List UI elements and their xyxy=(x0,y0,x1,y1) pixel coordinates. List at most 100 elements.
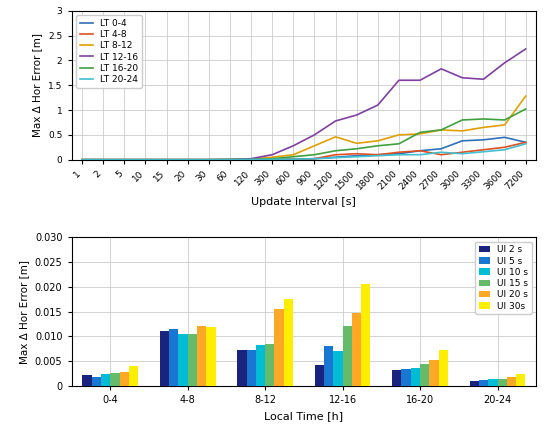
LT 12-16 xyxy=(290,143,296,148)
LT 8-12 xyxy=(375,138,381,143)
Bar xyxy=(197,326,206,386)
LT 16-20 xyxy=(142,157,148,162)
LT 12-16 xyxy=(248,156,254,161)
LT 0-4 xyxy=(375,152,381,157)
LT 0-4 xyxy=(290,157,296,162)
Legend: LT 0-4, LT 4-8, LT 8-12, LT 12-16, LT 16-20, LT 20-24: LT 0-4, LT 4-8, LT 8-12, LT 12-16, LT 16… xyxy=(76,15,142,88)
LT 12-16 xyxy=(121,157,128,162)
LT 0-4 xyxy=(332,154,339,160)
LT 8-12 xyxy=(311,143,318,148)
Bar xyxy=(352,313,361,386)
LT 16-20 xyxy=(332,148,339,153)
LT 12-16 xyxy=(184,157,191,162)
LT 16-20 xyxy=(395,141,402,146)
Bar xyxy=(430,360,439,386)
X-axis label: Local Time [h]: Local Time [h] xyxy=(265,411,343,421)
LT 4-8 xyxy=(248,157,254,162)
LT 16-20 xyxy=(121,157,128,162)
LT 8-12 xyxy=(269,154,276,160)
LT 8-12 xyxy=(227,157,233,162)
LT 12-16 xyxy=(269,152,276,157)
LT 4-8 xyxy=(375,152,381,157)
LT 12-16 xyxy=(480,77,487,82)
LT 12-16 xyxy=(163,157,170,162)
Bar xyxy=(420,364,430,386)
Bar xyxy=(129,366,138,386)
Line: LT 0-4: LT 0-4 xyxy=(82,137,526,160)
LT 16-20 xyxy=(354,146,360,151)
LT 20-24 xyxy=(354,154,360,159)
LT 8-12 xyxy=(354,141,360,146)
LT 8-12 xyxy=(417,131,424,136)
LT 4-8 xyxy=(522,140,529,145)
LT 8-12 xyxy=(290,152,296,157)
Bar xyxy=(361,284,371,386)
Bar xyxy=(256,345,265,386)
Y-axis label: Max Δ Hor Error [m]: Max Δ Hor Error [m] xyxy=(19,260,29,364)
LT 16-20 xyxy=(79,157,85,162)
LT 16-20 xyxy=(248,157,254,162)
LT 20-24 xyxy=(100,157,107,162)
Bar xyxy=(265,344,274,386)
LT 12-16 xyxy=(375,103,381,108)
LT 16-20 xyxy=(417,130,424,135)
Bar xyxy=(237,350,246,386)
Bar xyxy=(206,326,216,386)
LT 20-24 xyxy=(79,157,85,162)
LT 20-24 xyxy=(227,157,233,162)
LT 8-12 xyxy=(184,157,191,162)
LT 12-16 xyxy=(438,66,444,71)
LT 16-20 xyxy=(311,152,318,157)
LT 20-24 xyxy=(459,151,466,156)
LT 8-12 xyxy=(438,127,444,133)
LT 16-20 xyxy=(227,157,233,162)
LT 4-8 xyxy=(417,148,424,153)
LT 20-24 xyxy=(332,155,339,160)
LT 4-8 xyxy=(354,151,360,156)
LT 4-8 xyxy=(79,157,85,162)
Bar xyxy=(507,377,516,386)
LT 0-4 xyxy=(163,157,170,162)
LT 20-24 xyxy=(375,153,381,158)
LT 4-8 xyxy=(184,157,191,162)
LT 0-4 xyxy=(438,146,444,151)
Bar xyxy=(101,374,110,386)
Bar xyxy=(178,334,188,386)
Legend: UI 2 s, UI 5 s, UI 10 s, UI 15 s, UI 20 s, UI 30s: UI 2 s, UI 5 s, UI 10 s, UI 15 s, UI 20 … xyxy=(475,242,532,314)
Line: LT 12-16: LT 12-16 xyxy=(82,49,526,160)
LT 12-16 xyxy=(227,157,233,162)
Bar xyxy=(82,375,92,386)
LT 0-4 xyxy=(206,157,212,162)
Bar xyxy=(439,350,448,386)
LT 8-12 xyxy=(142,157,148,162)
LT 12-16 xyxy=(142,157,148,162)
Bar xyxy=(246,350,256,386)
LT 0-4 xyxy=(269,157,276,162)
LT 0-4 xyxy=(248,157,254,162)
LT 12-16 xyxy=(354,112,360,118)
LT 20-24 xyxy=(395,152,402,157)
LT 0-4 xyxy=(480,137,487,142)
LT 4-8 xyxy=(311,156,318,161)
LT 20-24 xyxy=(438,150,444,155)
LT 16-20 xyxy=(522,106,529,112)
Bar xyxy=(402,369,411,386)
LT 16-20 xyxy=(100,157,107,162)
LT 20-24 xyxy=(417,152,424,157)
LT 4-8 xyxy=(100,157,107,162)
LT 20-24 xyxy=(290,157,296,162)
X-axis label: Update Interval [s]: Update Interval [s] xyxy=(251,197,356,207)
LT 12-16 xyxy=(417,78,424,83)
LT 8-12 xyxy=(163,157,170,162)
LT 8-12 xyxy=(501,122,508,127)
Bar xyxy=(479,380,488,386)
LT 12-16 xyxy=(395,78,402,83)
LT 16-20 xyxy=(375,143,381,148)
LT 20-24 xyxy=(480,149,487,154)
Bar xyxy=(324,346,333,386)
LT 0-4 xyxy=(354,153,360,158)
LT 0-4 xyxy=(522,140,529,145)
LT 12-16 xyxy=(501,60,508,66)
Line: LT 8-12: LT 8-12 xyxy=(82,96,526,160)
Bar xyxy=(470,381,479,386)
